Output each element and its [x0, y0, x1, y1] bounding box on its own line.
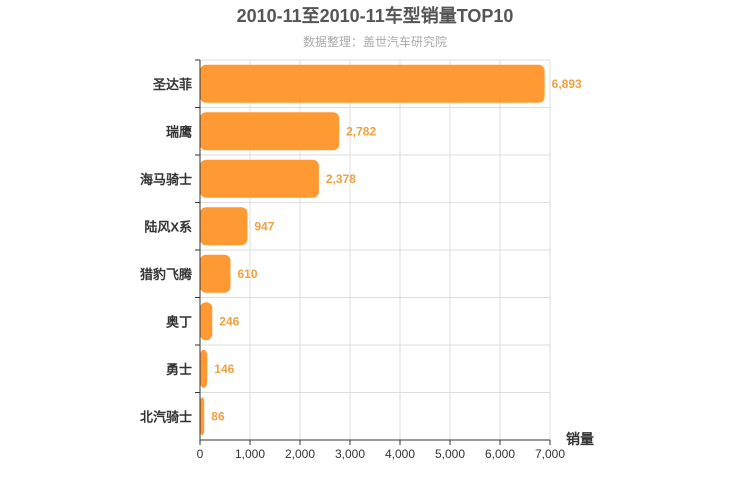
chart-subtitle: 数据整理：盖世汽车研究院: [303, 34, 447, 49]
bar[interactable]: [200, 159, 319, 198]
bar[interactable]: [200, 349, 208, 388]
value-label: 6,893: [552, 77, 582, 91]
value-label: 947: [254, 219, 274, 233]
category-label: 瑞鹰: [166, 124, 192, 139]
bars: 6,893 2,782 2,378 947 610 246 146 86: [200, 64, 582, 436]
category-label: 猎豹飞腾: [140, 267, 193, 282]
chart-title: 2010-11至2010-11车型销量TOP10: [237, 5, 514, 26]
category-label: 陆风X系: [144, 219, 192, 234]
category-label: 勇士: [166, 362, 192, 377]
category-label: 圣达菲: [153, 77, 192, 92]
category-label: 海马骑士: [140, 172, 192, 187]
bar[interactable]: [200, 254, 231, 293]
bar[interactable]: [200, 112, 340, 151]
axes: 0 1,000 2,000 3,000 4,000 5,000 6,000 7,000 圣达菲瑞…: [140, 59, 565, 461]
value-label: 246: [219, 314, 239, 328]
value-label: 610: [238, 267, 258, 281]
value-label: 2,378: [326, 172, 356, 186]
value-label: 146: [214, 362, 234, 376]
bar[interactable]: [200, 64, 545, 103]
grid-lines: [200, 59, 551, 441]
x-axis-title: 销量: [566, 431, 594, 447]
value-label: 86: [211, 409, 225, 423]
category-label: 北汽骑士: [140, 409, 192, 424]
x-tick-label: 0: [197, 447, 204, 461]
value-label: 2,782: [346, 124, 376, 138]
bar[interactable]: [200, 207, 248, 246]
x-tick-label: 4,000: [385, 447, 415, 461]
x-tick-label: 3,000: [335, 447, 365, 461]
x-tick-label: 7,000: [535, 447, 565, 461]
bar[interactable]: [200, 302, 213, 341]
x-tick-label: 6,000: [485, 447, 515, 461]
bar[interactable]: [200, 397, 205, 436]
x-tick-label: 1,000: [235, 447, 265, 461]
category-label: 奥丁: [166, 314, 192, 329]
x-tick-label: 5,000: [435, 447, 465, 461]
x-tick-label: 2,000: [285, 447, 315, 461]
